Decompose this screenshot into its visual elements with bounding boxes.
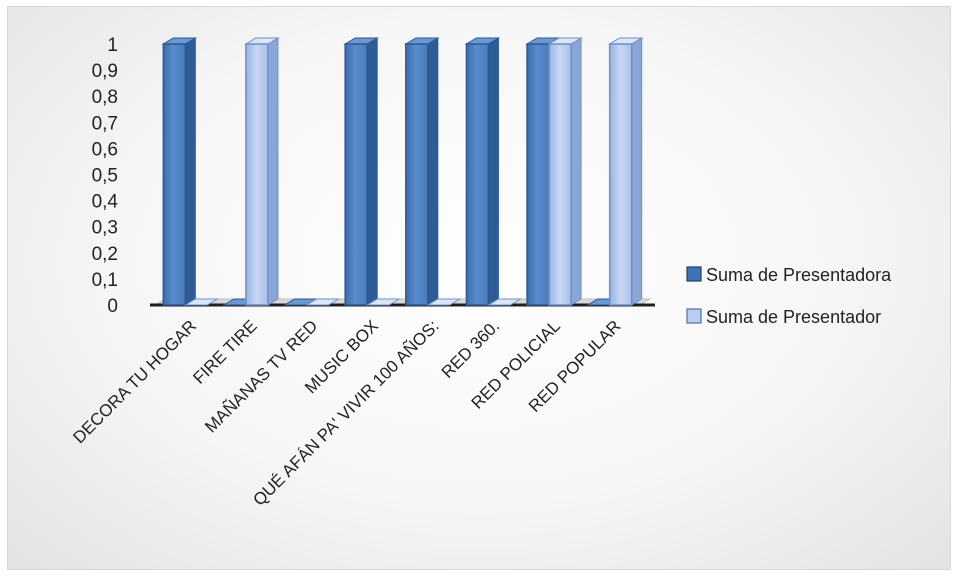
y-tick-label: 0,9 (92, 61, 118, 82)
category-label: DECORA TU HOGAR (69, 316, 200, 447)
bar-presentador (304, 298, 341, 306)
y-tick-label: 0,4 (92, 192, 119, 213)
legend-item: Suma de Presentador (686, 307, 881, 327)
y-tick-label: 1 (107, 35, 118, 56)
bar-presentador (547, 37, 583, 306)
bar-presentadora (343, 37, 379, 306)
bar-presentador (183, 298, 220, 306)
legend-swatch (686, 308, 702, 324)
bar-presentadora (464, 37, 501, 306)
bar-presentador (426, 298, 462, 306)
legend-label: Suma de Presentadora (706, 265, 892, 285)
y-tick-label: 0,8 (92, 87, 118, 108)
legend-label: Suma de Presentador (706, 307, 881, 327)
y-tick-label: 0,3 (92, 218, 118, 239)
bar-presentadora (161, 37, 198, 306)
legend-item: Suma de Presentadora (686, 265, 892, 285)
y-tick-label: 0 (107, 296, 118, 317)
legend-swatch (686, 266, 702, 282)
y-tick-label: 0,2 (92, 244, 118, 265)
bar-presentador (365, 298, 401, 306)
y-tick-label: 0,5 (92, 166, 118, 187)
bar-presentador (607, 37, 644, 306)
y-tick-label: 0,1 (92, 270, 118, 291)
bar-presentador (486, 298, 523, 306)
y-tick-label: 0,6 (92, 139, 118, 160)
category-label: MAÑANAS TV RED (201, 316, 321, 436)
bar-presentadora (404, 37, 440, 306)
bar-presentador (244, 37, 280, 306)
y-tick-label: 0,7 (92, 113, 118, 134)
